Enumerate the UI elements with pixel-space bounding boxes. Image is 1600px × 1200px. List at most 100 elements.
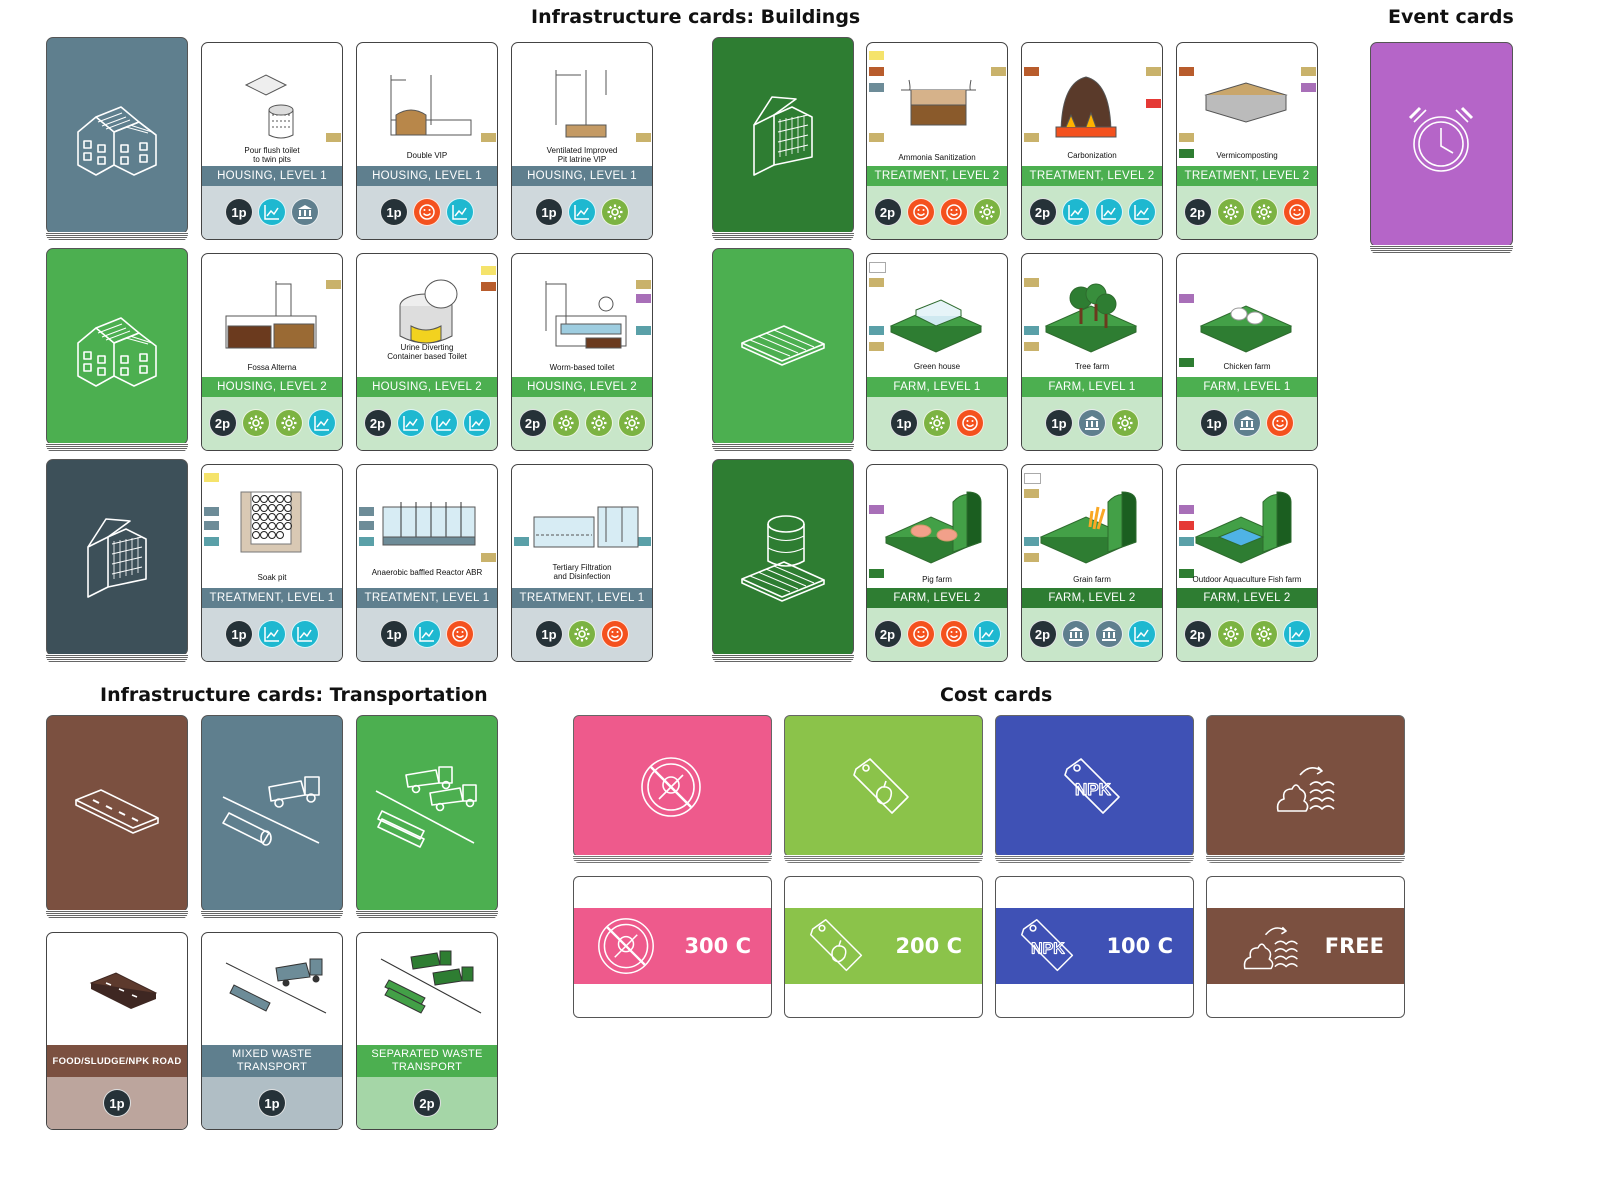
card-bottom: 1p <box>202 1077 342 1129</box>
building-card-grain[interactable]: Grain farm FARM, LEVEL 2 2p <box>1021 464 1163 662</box>
road-deck[interactable] <box>46 715 188 919</box>
cost-deck-npk[interactable]: NPK <box>995 715 1194 863</box>
treatment-level1-deck[interactable] <box>46 459 188 663</box>
resource-tag <box>869 262 886 273</box>
building-card-tree[interactable]: Tree farm FARM, LEVEL 1 1p <box>1021 253 1163 451</box>
resource-tag <box>1301 67 1316 76</box>
players-badge: 1p <box>225 198 253 226</box>
players-badge: 2p <box>1183 620 1212 648</box>
building-card-chicken[interactable]: Chicken farm FARM, LEVEL 1 1p <box>1176 253 1318 451</box>
card-icon-row: 1p <box>202 620 342 648</box>
card-title: Double VIP <box>406 151 448 160</box>
separated-transport-illustration <box>371 943 485 1033</box>
card-icon-row: 1p <box>357 620 497 648</box>
farm-level2-deck[interactable] <box>712 459 854 663</box>
card-bottom: 2p <box>1177 186 1317 239</box>
factory-building-icon <box>753 96 813 176</box>
separated-transport-card[interactable]: SEPARATED WASTE TRANSPORT 2p <box>356 932 498 1130</box>
road-card[interactable]: FOOD/SLUDGE/NPK ROAD 1p <box>46 932 188 1130</box>
happy-icon <box>906 620 935 648</box>
resource-tag <box>1179 537 1194 546</box>
card-icon-row: 1p <box>202 198 342 226</box>
resource-tag <box>869 133 884 142</box>
mixed-transport-card[interactable]: MIXED WASTE TRANSPORT 1p <box>201 932 343 1130</box>
building-card-fish[interactable]: Outdoor Aquaculture Fish farm FARM, LEVEL… <box>1176 464 1318 662</box>
card-bottom: 1p <box>1177 397 1317 450</box>
building-card-udct[interactable]: Urine Diverting Container based Toilet HO… <box>356 253 498 451</box>
resource-tag <box>1179 67 1194 76</box>
resource-tag <box>1179 505 1194 514</box>
card-title: Ventilated Improved Pit latrine VIP <box>546 146 618 164</box>
happy-icon <box>413 198 441 226</box>
cost-section-title: Cost cards <box>940 684 1053 706</box>
cost-stripe: 300 C <box>574 908 771 984</box>
resource-tag <box>326 280 341 289</box>
card-bottom: 2p <box>1177 608 1317 661</box>
growth-icon <box>258 620 286 648</box>
building-card-vermi[interactable]: Vermicomposting TREATMENT, LEVEL 2 2p <box>1176 42 1318 240</box>
building-card-fossa[interactable]: Fossa Alterna HOUSING, LEVEL 2 2p <box>201 253 343 451</box>
players-badge: 2p <box>518 409 547 437</box>
players-badge: 1p <box>225 620 253 648</box>
building-card-carbon[interactable]: Carbonization TREATMENT, LEVEL 2 2p <box>1021 42 1163 240</box>
mixed-transport-deck[interactable] <box>201 715 343 919</box>
card-bottom: 2p <box>1022 608 1162 661</box>
card-icon-row: 1p <box>512 620 652 648</box>
svg-text:NPK: NPK <box>1031 941 1065 958</box>
resource-tag <box>869 326 884 335</box>
card-category-band: HOUSING, LEVEL 1 <box>357 166 497 186</box>
building-card-green[interactable]: Green house FARM, LEVEL 1 1p <box>866 253 1008 451</box>
card-icon-row: 2p <box>1177 620 1317 648</box>
gear-icon <box>584 409 613 437</box>
housing-houses-icon <box>77 317 157 387</box>
cost-card-sludge[interactable]: FREE <box>1206 876 1405 1018</box>
worm-illustration <box>526 276 640 360</box>
building-card-worm[interactable]: Worm-based toilet HOUSING, LEVEL 2 2p <box>511 253 653 451</box>
treatment-level2-deck[interactable] <box>712 37 854 241</box>
card-bottom: 2p <box>202 397 342 450</box>
cost-card-toxic[interactable]: 300 C <box>573 876 772 1018</box>
card-icon-row: 2p <box>1177 198 1317 226</box>
card-icon-row: 1p <box>1177 409 1317 437</box>
cost-stripe: 200 C <box>785 908 982 984</box>
happy-icon <box>939 198 968 226</box>
cost-card-food[interactable]: 200 C <box>784 876 983 1018</box>
resource-tag <box>1024 342 1039 351</box>
building-card-pit[interactable]: Ventilated Improved Pit latrine VIP HOUSI… <box>511 42 653 240</box>
cost-card-npk[interactable]: NPK 100 C <box>995 876 1194 1018</box>
resource-tag <box>1024 489 1039 498</box>
gear-icon <box>972 198 1001 226</box>
food-tag-icon <box>853 758 909 814</box>
event-deck[interactable] <box>1370 42 1513 254</box>
gear-icon <box>1216 620 1245 648</box>
farm-level1-deck[interactable] <box>712 248 854 452</box>
building-card-vip[interactable]: Double VIP HOUSING, LEVEL 1 1p <box>356 42 498 240</box>
building-card-pig[interactable]: Pig farm FARM, LEVEL 2 2p <box>866 464 1008 662</box>
card-icon-row: 1p <box>1022 409 1162 437</box>
card-category-band: FARM, LEVEL 2 <box>1022 588 1162 608</box>
resource-tag <box>869 342 884 351</box>
happy-icon <box>1266 409 1294 437</box>
growth-icon <box>307 409 336 437</box>
separated-transport-deck[interactable] <box>356 715 498 919</box>
card-category-band: HOUSING, LEVEL 1 <box>512 166 652 186</box>
road-icon <box>75 789 159 834</box>
cost-deck-food[interactable] <box>784 715 983 863</box>
building-card-toilet[interactable]: Pour flush toilet to twin pits HOUSING, L… <box>201 42 343 240</box>
building-card-abr[interactable]: Anaerobic baffled Reactor ABR TREATMENT, … <box>356 464 498 662</box>
no-toxic-icon <box>641 757 701 817</box>
housing-level2-deck[interactable] <box>46 248 188 452</box>
growth-icon <box>429 409 458 437</box>
building-card-soak[interactable]: Soak pit TREATMENT, LEVEL 1 1p <box>201 464 343 662</box>
cost-deck-sludge[interactable] <box>1206 715 1405 863</box>
card-title: Chicken farm <box>1223 362 1271 371</box>
housing-level1-deck[interactable] <box>46 37 188 241</box>
cost-deck-toxic[interactable] <box>573 715 772 863</box>
building-card-ammonia[interactable]: Ammonia Sanitization TREATMENT, LEVEL 2 2p <box>866 42 1008 240</box>
card-category-band: HOUSING, LEVEL 2 <box>202 377 342 397</box>
card-category-band: FARM, LEVEL 1 <box>1022 377 1162 397</box>
card-icon-row: 2p <box>867 620 1007 648</box>
resource-tag <box>869 505 884 514</box>
building-card-filter[interactable]: Tertiary Filtration and Disinfection TREA… <box>511 464 653 662</box>
gear-icon <box>1249 620 1278 648</box>
